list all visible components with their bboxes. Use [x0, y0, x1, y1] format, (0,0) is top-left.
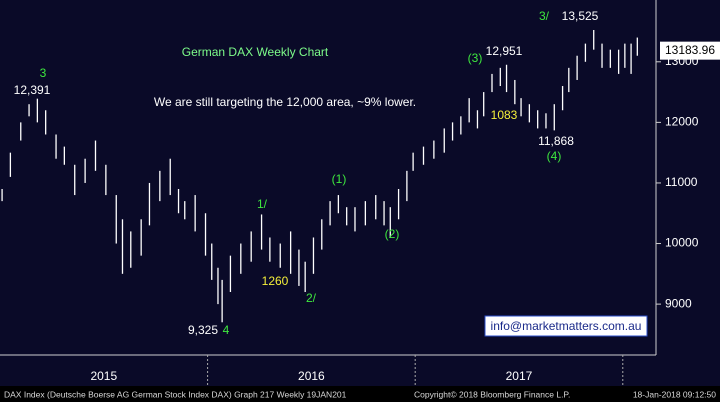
annotation: 12,951 — [486, 44, 523, 58]
annotation: 1260 — [262, 274, 289, 288]
y-tick-label: 12000 — [665, 115, 699, 129]
x-tick-label: 2016 — [298, 369, 325, 383]
y-tick-label: 9000 — [665, 296, 692, 310]
footer-center: Copyright© 2018 Bloomberg Finance L.P. — [414, 389, 570, 399]
annotation: 12,391 — [14, 83, 51, 97]
annotation: 9,325 — [188, 323, 218, 337]
contact-box — [484, 315, 648, 337]
last-price-label: 13183.96 — [665, 43, 715, 57]
annotation: German DAX Weekly Chart — [182, 45, 329, 59]
x-tick-label: 2017 — [506, 369, 533, 383]
annotation: 13,525 — [562, 9, 599, 23]
footer-bar — [0, 386, 720, 402]
annotation: 2/ — [306, 291, 317, 305]
annotation: 1083 — [491, 108, 518, 122]
contact: info@marketmatters.com.au — [491, 319, 642, 333]
y-tick-label: 11000 — [665, 175, 698, 189]
x-tick-label: 2015 — [90, 369, 117, 383]
footer-left: DAX Index (Deutsche Boerse AG German Sto… — [4, 389, 347, 399]
annotation: (4) — [547, 149, 562, 163]
annotation: (3) — [468, 51, 483, 65]
annotation: (2) — [385, 227, 400, 241]
annotation: 3 — [40, 66, 47, 80]
annotation: 11,868 — [538, 134, 574, 148]
annotation: 1/ — [257, 197, 268, 211]
y-tick-label: 10000 — [665, 236, 699, 250]
annotation: 3/ — [539, 9, 550, 23]
annotation: 4 — [223, 323, 230, 337]
footer-right: 18-Jan-2018 09:12:50 — [633, 389, 716, 399]
last-price-box — [660, 41, 720, 60]
annotation: (1) — [332, 172, 347, 186]
annotation: We are still targeting the 12,000 area, … — [154, 95, 416, 109]
